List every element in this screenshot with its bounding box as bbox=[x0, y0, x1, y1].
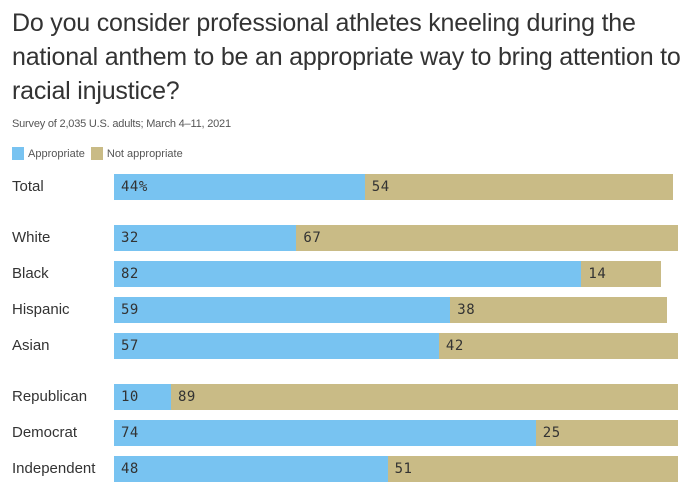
bar-democrat-appropriate bbox=[114, 420, 536, 446]
bar-independent-appropriate bbox=[114, 456, 388, 482]
bar-independent-not-appropriate bbox=[387, 456, 679, 482]
bar-total-appropriate bbox=[114, 174, 365, 200]
data-label-independent-appropriate: 48 bbox=[121, 461, 139, 477]
legend-swatch-appropriate bbox=[12, 147, 24, 160]
data-label-total-not-appropriate: 54 bbox=[371, 179, 390, 195]
data-label-white-not-appropriate: 67 bbox=[303, 230, 322, 246]
bar-republican-appropriate bbox=[114, 384, 171, 410]
data-label-asian-not-appropriate: 42 bbox=[445, 338, 464, 354]
data-label-independent-not-appropriate: 51 bbox=[394, 461, 413, 477]
data-label-black-appropriate: 82 bbox=[121, 266, 139, 282]
legend-item-not-appropriate: Not appropriate bbox=[90, 147, 183, 160]
data-label-hispanic-appropriate: 59 bbox=[121, 302, 139, 318]
row-label-white: White bbox=[12, 229, 51, 246]
bar-hispanic-not-appropriate bbox=[450, 297, 667, 323]
row-label-asian: Asian bbox=[12, 337, 50, 354]
chart-title: Do you consider professional athletes kn… bbox=[12, 9, 681, 105]
data-label-hispanic-not-appropriate: 38 bbox=[457, 302, 476, 318]
data-label-white-appropriate: 32 bbox=[121, 230, 139, 246]
bar-republican-not-appropriate bbox=[171, 384, 679, 410]
bar-black-not-appropriate bbox=[581, 261, 662, 287]
row-label-republican: Republican bbox=[12, 388, 88, 405]
bar-asian-appropriate bbox=[114, 333, 439, 359]
bar-asian-not-appropriate bbox=[438, 333, 679, 359]
row-label-hispanic: Hispanic bbox=[12, 301, 70, 318]
bar-black-appropriate bbox=[114, 261, 582, 287]
legend-swatch-not-appropriate bbox=[90, 147, 103, 160]
legend-label-not-appropriate: Not appropriate bbox=[106, 147, 183, 160]
bar-white-appropriate bbox=[114, 225, 297, 251]
legend: Appropriate Not appropriate bbox=[12, 147, 189, 160]
data-label-democrat-appropriate: 74 bbox=[121, 425, 139, 441]
data-label-total-appropriate: 44% bbox=[121, 179, 148, 195]
data-label-republican-not-appropriate: 89 bbox=[178, 389, 196, 405]
data-label-black-not-appropriate: 14 bbox=[588, 266, 607, 282]
data-label-republican-appropriate: 10 bbox=[121, 389, 139, 405]
row-label-democrat: Democrat bbox=[12, 424, 78, 441]
row-label-independent: Independent bbox=[12, 460, 96, 477]
bar-hispanic-appropriate bbox=[114, 297, 451, 323]
data-label-asian-appropriate: 57 bbox=[121, 338, 139, 354]
row-label-total: Total bbox=[12, 178, 44, 195]
data-label-democrat-not-appropriate: 25 bbox=[542, 425, 561, 441]
bar-total-not-appropriate bbox=[364, 174, 673, 200]
legend-item-appropriate: Appropriate bbox=[12, 147, 85, 160]
legend-label-appropriate: Appropriate bbox=[28, 147, 85, 160]
row-label-black: Black bbox=[12, 265, 49, 282]
bar-democrat-not-appropriate bbox=[535, 420, 679, 446]
chart-subtitle: Survey of 2,035 U.S. adults; March 4–11,… bbox=[12, 118, 231, 130]
bar-white-not-appropriate bbox=[296, 225, 679, 251]
